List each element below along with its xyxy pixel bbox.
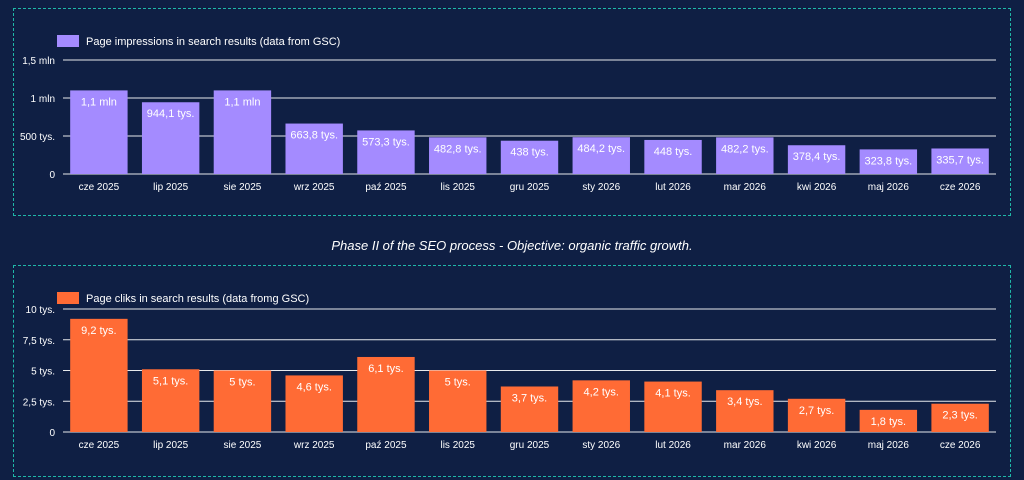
chart2-bar [572,380,630,432]
chart2-data-label: 3,7 tys. [512,392,547,404]
chart1-bar [357,130,415,174]
chart1-legend-label: Page impressions in search results (data… [86,36,340,48]
chart1-data-label: 1,1 mln [224,96,260,108]
chart1-bar [141,102,200,174]
chart2-data-label: 2,7 tys. [799,405,834,417]
chart2-bar [213,370,272,432]
chart1-data-label: 484,2 tys. [577,143,625,155]
chart2-bar [931,403,989,432]
chart2-bar [644,381,702,432]
chart1-data-label: 438 tys. [510,147,549,159]
chart1-bar [644,139,702,174]
chart2-y-tick-label: 0 [49,428,55,439]
phase-caption: Phase II of the SEO process - Objective:… [331,238,693,253]
chart2-x-tick-label: wrz 2025 [293,440,335,451]
chart2-bar [285,375,343,432]
chart1-x-tick-label: maj 2026 [868,182,910,193]
chart1-x-tick-label: cze 2025 [79,182,120,193]
chart1-legend-swatch [57,35,79,47]
chart1-x-tick-label: kwi 2026 [797,182,837,193]
chart1-bar [572,137,630,174]
chart1-x-tick-label: mar 2026 [724,182,767,193]
chart1-x-tick-label: lis 2025 [440,182,475,193]
chart1-y-tick-label: 500 tys. [20,132,55,143]
chart2-data-label: 4,2 tys. [584,386,619,398]
chart2-x-tick-label: cze 2026 [940,440,981,451]
chart1-data-label: 448 tys. [654,146,693,158]
chart2-bar [70,318,128,432]
chart2-data-label: 4,6 tys. [296,381,331,393]
chart2-bar [859,409,918,432]
chart1-bar [213,90,272,174]
chart2-bar [716,390,774,432]
impressions-chart-panel: Page impressions in search results (data… [13,8,1011,216]
chart2-data-label: 6,1 tys. [368,363,403,375]
chart2-x-tick-label: mar 2026 [724,440,767,451]
chart2-data-label: 5,1 tys. [153,375,188,387]
chart1-data-label: 1,1 mln [81,96,117,108]
chart2-data-label: 2,3 tys. [942,410,977,422]
chart2-bar [141,369,200,432]
chart2-y-tick-label: 10 tys. [26,305,55,316]
chart2-legend-swatch [57,292,79,304]
chart2-bar [357,356,415,432]
chart2-data-label: 9,2 tys. [81,325,116,337]
chart1-bar [859,149,918,174]
chart2-data-label: 5 tys. [229,377,255,389]
chart1-x-tick-label: wrz 2025 [293,182,335,193]
chart1-x-tick-label: paź 2025 [365,182,407,193]
chart2-x-tick-label: lut 2026 [655,440,691,451]
chart1-data-label: 573,3 tys. [362,136,410,148]
chart2-x-tick-label: lis 2025 [440,440,475,451]
chart2-x-tick-label: maj 2026 [868,440,910,451]
chart1-data-label: 323,8 tys. [864,155,912,167]
chart2-data-label: 1,8 tys. [871,416,906,428]
chart1-data-label: 944,1 tys. [147,108,195,120]
chart2-bar [500,386,559,432]
chart2-x-tick-label: sty 2026 [582,440,620,451]
clicks-chart: Page cliks in search results (data fromg… [23,292,996,451]
chart1-x-tick-label: sty 2026 [582,182,620,193]
chart1-data-label: 378,4 tys. [793,151,841,163]
chart1-y-tick-label: 0 [49,170,55,181]
chart1-y-tick-label: 1 mln [31,94,55,105]
chart2-bar [429,370,487,432]
chart2-legend-label: Page cliks in search results (data fromg… [86,293,309,305]
chart2-x-tick-label: lip 2025 [153,440,188,451]
chart2-data-label: 5 tys. [445,377,471,389]
chart1-data-label: 335,7 tys. [936,154,984,166]
chart2-x-tick-label: sie 2025 [224,440,262,451]
chart1-x-tick-label: lip 2025 [153,182,188,193]
chart1-data-label: 482,8 tys. [434,143,482,155]
chart2-y-tick-label: 7,5 tys. [23,336,55,347]
chart1-x-tick-label: cze 2026 [940,182,981,193]
chart2-x-tick-label: paź 2025 [365,440,407,451]
chart2-x-tick-label: gru 2025 [510,440,550,451]
chart2-x-tick-label: kwi 2026 [797,440,837,451]
chart2-x-tick-label: cze 2025 [79,440,120,451]
chart1-bar [429,137,487,174]
chart1-data-label: 482,2 tys. [721,143,769,155]
chart1-bar [787,145,846,174]
chart2-y-tick-label: 2,5 tys. [23,397,55,408]
chart2-bar [787,398,846,432]
chart1-bar [716,137,774,174]
chart1-bar [285,123,343,174]
impressions-chart: Page impressions in search results (data… [20,35,996,193]
chart1-bar [931,148,989,174]
chart2-data-label: 4,1 tys. [655,388,690,400]
chart1-x-tick-label: gru 2025 [510,182,550,193]
clicks-chart-panel: Page cliks in search results (data fromg… [13,265,1011,477]
chart2-y-tick-label: 5 tys. [31,367,55,378]
chart1-bar [70,90,128,174]
chart1-x-tick-label: sie 2025 [224,182,262,193]
chart1-data-label: 663,8 tys. [290,130,338,142]
chart1-bar [500,140,559,174]
chart2-data-label: 3,4 tys. [727,396,762,408]
chart1-y-tick-label: 1,5 mln [22,56,55,67]
chart1-x-tick-label: lut 2026 [655,182,691,193]
